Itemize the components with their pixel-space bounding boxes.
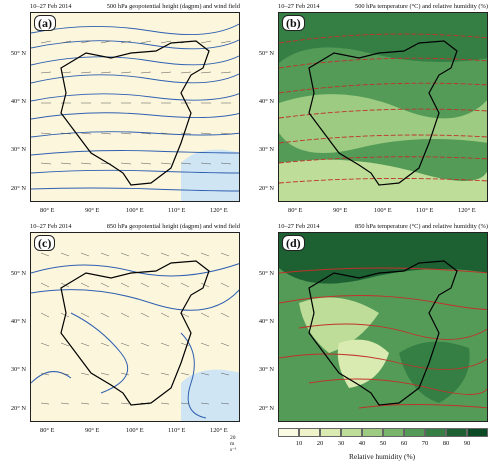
lat-tick: 40° N	[10, 318, 26, 325]
lon-tick: 120° E	[210, 207, 228, 214]
temperature-contours	[279, 267, 487, 409]
panel-a-label: (a)	[34, 15, 56, 31]
lat-tick: 50° N	[258, 270, 274, 277]
sea-area	[181, 369, 239, 421]
geopotential-contours	[31, 263, 239, 419]
cbar-swatch	[320, 428, 341, 437]
wind-reference-label: 20 m s⁻¹	[230, 435, 237, 453]
map-d	[279, 233, 487, 421]
lon-tick: 110° E	[168, 427, 186, 434]
lon-tick: 120° E	[458, 207, 476, 214]
lon-tick: 110° E	[416, 207, 434, 214]
map-frame-c: (c)	[30, 232, 240, 422]
panel-c-title: 850 hPa geopotential height (dagpm) and …	[106, 223, 240, 230]
lat-tick: 50° N	[258, 50, 274, 57]
cbar-swatch	[299, 428, 320, 437]
lat-tick: 20° N	[10, 405, 26, 412]
lat-tick: 30° N	[258, 146, 274, 153]
lon-tick: 110° E	[168, 207, 186, 214]
lon-tick: 80° E	[40, 427, 55, 434]
colorbar-title: Relative humidity (%)	[349, 452, 416, 461]
lat-tick: 30° N	[258, 366, 274, 373]
lon-tick: 80° E	[288, 207, 303, 214]
panel-c: 10–27 Feb 2014 850 hPa geopotential heig…	[11, 223, 240, 453]
lat-tick: 20° N	[258, 405, 274, 412]
lon-tick: 80° E	[40, 207, 55, 214]
cbar-swatch	[425, 428, 446, 437]
panel-a-date: 10–27 Feb 2014	[30, 3, 72, 10]
lon-tick: 100° E	[126, 207, 144, 214]
cbar-tick: 90	[463, 440, 471, 447]
lat-tick: 50° N	[10, 270, 26, 277]
panel-b: 10–27 Feb 2014 500 hPa temperature (°C) …	[259, 3, 488, 214]
cbar-tick: 80	[442, 440, 450, 447]
cbar-swatch	[341, 428, 362, 437]
cbar-tick: 70	[421, 440, 429, 447]
map-frame-a: (a)	[30, 12, 240, 202]
country-border	[308, 260, 458, 406]
panel-d-date: 10–27 Feb 2014	[278, 223, 320, 230]
cbar-swatch	[383, 428, 404, 437]
lon-tick: 100° E	[126, 427, 144, 434]
panel-c-date: 10–27 Feb 2014	[30, 223, 72, 230]
cbar-swatch	[446, 428, 467, 437]
panel-b-label: (b)	[282, 15, 305, 31]
panel-b-date: 10–27 Feb 2014	[278, 3, 320, 10]
map-a	[31, 13, 239, 201]
map-frame-b: (b)	[278, 12, 488, 202]
map-c	[31, 233, 239, 421]
cbar-swatch	[362, 428, 383, 437]
panel-b-title: 500 hPa temperature (°C) and relative hu…	[355, 3, 488, 10]
map-frame-d: (d)	[278, 232, 488, 422]
lat-tick: 40° N	[258, 318, 274, 325]
cbar-tick: 30	[337, 440, 345, 447]
lat-tick: 40° N	[10, 98, 26, 105]
cbar-tick: 40	[358, 440, 366, 447]
lat-tick: 30° N	[10, 146, 26, 153]
lat-tick: 20° N	[10, 185, 26, 192]
lon-tick: 90° E	[333, 207, 348, 214]
lat-tick: 40° N	[258, 98, 274, 105]
lat-tick: 50° N	[10, 50, 26, 57]
lon-tick: 120° E	[210, 427, 228, 434]
cbar-swatch	[467, 428, 488, 437]
sea-area	[181, 149, 239, 201]
cbar-tick: 50	[379, 440, 387, 447]
panel-d-label: (d)	[282, 235, 305, 251]
panel-a-title: 500 hPa geopotential height (dagpm) and …	[106, 3, 240, 10]
panel-c-label: (c)	[34, 235, 56, 251]
cbar-tick: 60	[400, 440, 408, 447]
panel-a: 10–27 Feb 2014 500 hPa geopotential heig…	[11, 3, 240, 214]
panel-d-title: 850 hPa temperature (°C) and relative hu…	[355, 223, 488, 230]
temperature-contours	[279, 33, 487, 184]
cbar-swatch	[278, 428, 299, 437]
country-border	[60, 40, 210, 186]
relative-humidity-colorbar: 10 20 30 40 50 60 70 80 90	[278, 428, 488, 450]
lon-tick: 90° E	[85, 427, 100, 434]
country-border	[308, 40, 458, 186]
cbar-tick: 20	[316, 440, 324, 447]
lon-tick: 90° E	[85, 207, 100, 214]
lat-tick: 20° N	[258, 185, 274, 192]
cbar-swatch	[404, 428, 425, 437]
panel-d: 10–27 Feb 2014 850 hPa temperature (°C) …	[259, 223, 488, 434]
map-b	[279, 13, 487, 201]
country-border	[60, 260, 210, 406]
cbar-tick: 10	[295, 440, 303, 447]
wind-barbs	[40, 40, 232, 165]
lon-tick: 100° E	[374, 207, 392, 214]
geopotential-contours	[31, 23, 239, 192]
lat-tick: 30° N	[10, 366, 26, 373]
